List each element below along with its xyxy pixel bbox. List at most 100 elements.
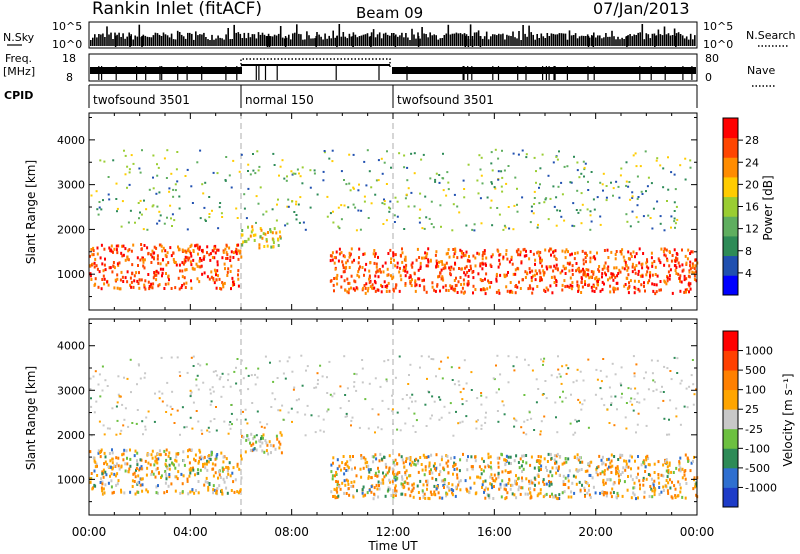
power-cell — [603, 249, 606, 252]
velocity-cell — [404, 473, 407, 477]
nsky-bar — [215, 38, 217, 46]
power-cell — [131, 263, 134, 267]
velocity-cell — [670, 378, 673, 381]
power-cell — [356, 273, 359, 277]
power-cell — [259, 186, 262, 189]
power-cell — [155, 192, 158, 195]
power-cell — [605, 185, 608, 187]
power-cell — [193, 267, 196, 271]
velocity-cell — [446, 464, 449, 468]
power-cell — [684, 157, 687, 160]
power-cell — [365, 184, 368, 187]
power-cell — [590, 171, 593, 173]
power-cell — [99, 256, 102, 260]
power-cell — [122, 280, 125, 283]
velocity-cell — [488, 496, 491, 500]
power-cell — [337, 206, 340, 209]
power-cell — [351, 260, 354, 264]
nsky-bar — [675, 33, 678, 46]
nsky-bar — [457, 33, 460, 46]
power-cell — [323, 151, 326, 154]
velocity-cell — [392, 460, 395, 464]
nsky-bar — [504, 39, 506, 46]
power-cell — [148, 188, 151, 191]
power-cell — [497, 249, 500, 253]
power-cell — [440, 277, 443, 281]
velocity-cell — [438, 418, 441, 421]
power-cell — [228, 174, 231, 177]
power-cell — [441, 275, 444, 279]
nsky-bar — [294, 32, 296, 46]
velocity-cell — [211, 386, 214, 389]
power-cell — [474, 264, 477, 268]
power-cell — [490, 255, 493, 259]
x-tick-label: 04:00 — [173, 525, 208, 539]
power-cell — [510, 255, 513, 259]
power-cell — [525, 153, 528, 156]
velocity-cell — [582, 379, 585, 382]
power-cell — [178, 263, 181, 267]
velocity-cell — [190, 356, 193, 359]
power-cell — [486, 196, 489, 199]
power-cell — [359, 265, 361, 269]
velocity-cell — [211, 462, 214, 466]
y-tick-label: 4000 — [57, 340, 85, 353]
velocity-cell — [407, 383, 410, 385]
power-cell — [221, 256, 224, 260]
power-cell — [185, 281, 188, 285]
power-cell — [550, 253, 552, 257]
power-cell — [650, 182, 653, 185]
velocity-cell — [581, 483, 583, 487]
velocity-cell — [467, 455, 469, 459]
velocity-cell — [651, 372, 654, 375]
velocity-cell — [221, 492, 224, 496]
velocity-cell — [262, 433, 265, 437]
power-cell — [526, 271, 529, 275]
power-cell — [663, 263, 666, 267]
nsky-bar — [415, 38, 417, 46]
velocity-cell — [264, 355, 267, 358]
nsky-bar — [568, 30, 571, 46]
velocity-cell — [336, 490, 339, 494]
nsky-bar — [490, 36, 492, 46]
power-cell — [533, 190, 536, 193]
power-cell — [454, 284, 457, 287]
velocity-cell — [466, 468, 469, 472]
power-cell — [658, 288, 661, 292]
colorbar-tick-label: -100 — [745, 442, 770, 455]
nsky-bar — [591, 35, 593, 46]
x-axis-label: Time UT — [367, 539, 418, 553]
power-cell — [612, 187, 615, 190]
power-cell — [462, 252, 465, 255]
nsky-bar — [362, 34, 365, 46]
velocity-cell — [361, 359, 364, 361]
velocity-cell — [523, 420, 526, 423]
power-cell — [573, 257, 576, 261]
velocity-cell — [554, 401, 557, 404]
power-cell — [605, 196, 608, 199]
velocity-cell — [316, 382, 319, 385]
velocity-cell — [446, 492, 449, 496]
power-cell — [507, 206, 510, 208]
velocity-cell — [449, 402, 452, 405]
power-cell — [489, 285, 491, 289]
velocity-cell — [644, 470, 647, 473]
power-cell — [640, 283, 643, 287]
power-cell — [571, 224, 574, 227]
velocity-cell — [632, 355, 635, 358]
power-cell — [145, 208, 148, 211]
velocity-cell — [259, 444, 262, 448]
velocity-cell — [204, 466, 207, 470]
power-cell — [355, 229, 358, 232]
power-cell — [555, 263, 558, 267]
velocity-cell — [244, 450, 247, 454]
velocity-cell — [664, 459, 667, 463]
velocity-cell — [265, 449, 268, 453]
velocity-cell — [457, 380, 460, 383]
velocity-cell — [354, 466, 356, 470]
power-cell — [279, 165, 282, 168]
power-cell — [454, 261, 456, 265]
velocity-cell — [347, 482, 350, 486]
velocity-cell — [453, 456, 456, 460]
power-cell — [595, 275, 598, 279]
